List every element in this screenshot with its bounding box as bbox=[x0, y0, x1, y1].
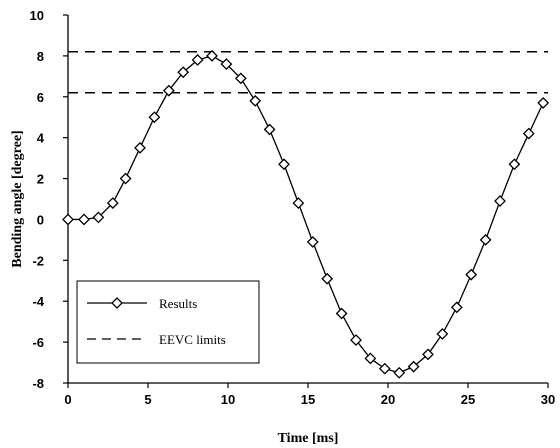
results-marker bbox=[177, 66, 190, 79]
legend-results-marker bbox=[111, 297, 123, 309]
results-marker bbox=[62, 213, 74, 226]
eevc-limit-lines bbox=[68, 51, 548, 94]
results-series bbox=[62, 49, 550, 379]
results-marker bbox=[479, 233, 492, 246]
y-tick-label: 6 bbox=[37, 90, 44, 105]
results-marker bbox=[450, 301, 463, 314]
y-tick-label: -6 bbox=[32, 335, 44, 350]
legend-eevc-label: EEVC limits bbox=[159, 332, 226, 347]
y-tick-label: 2 bbox=[37, 172, 44, 187]
results-marker bbox=[292, 197, 305, 210]
results-marker bbox=[119, 172, 132, 185]
results-marker bbox=[162, 84, 175, 97]
legend: Results EEVC limits bbox=[76, 280, 260, 364]
results-marker bbox=[263, 123, 276, 136]
results-marker bbox=[78, 213, 90, 226]
results-marker bbox=[436, 328, 449, 340]
results-marker bbox=[234, 72, 247, 85]
results-marker bbox=[92, 211, 105, 224]
y-axis-label: Bending angle [degree] bbox=[10, 130, 25, 267]
results-marker bbox=[522, 127, 535, 140]
results-marker bbox=[306, 236, 319, 248]
results-marker bbox=[220, 58, 233, 70]
results-marker bbox=[537, 96, 550, 109]
results-marker bbox=[393, 366, 406, 379]
results-marker bbox=[407, 360, 420, 373]
x-axis-label: Time [ms] bbox=[278, 431, 339, 446]
results-marker bbox=[422, 348, 434, 361]
results-marker bbox=[321, 272, 334, 285]
y-tick-label: 4 bbox=[37, 131, 45, 146]
x-tick-label: 25 bbox=[461, 392, 475, 407]
y-tick-label: 8 bbox=[37, 49, 44, 64]
results-marker bbox=[364, 352, 377, 365]
results-marker bbox=[508, 158, 521, 171]
results-marker bbox=[206, 49, 218, 62]
y-tick-label: -8 bbox=[32, 376, 44, 391]
results-marker bbox=[134, 141, 146, 154]
results-marker bbox=[249, 94, 262, 107]
x-tick-label: 20 bbox=[381, 392, 395, 407]
x-tick-label: 0 bbox=[64, 392, 71, 407]
results-marker bbox=[378, 362, 391, 375]
y-tick-label: 10 bbox=[30, 8, 44, 23]
y-tick-label: -4 bbox=[32, 294, 44, 309]
y-tick-label: 0 bbox=[37, 212, 44, 227]
y-tick-label: -2 bbox=[32, 253, 44, 268]
x-tick-label: 5 bbox=[144, 392, 151, 407]
results-marker bbox=[278, 158, 290, 171]
x-tick-label: 15 bbox=[301, 392, 315, 407]
results-line bbox=[68, 55, 544, 374]
results-marker bbox=[335, 307, 348, 320]
x-tick-label: 30 bbox=[541, 392, 555, 407]
ticks: 0 5 10 15 20 25 30 -8 -6 -4 -2 0 2 4 6 8 10 bbox=[30, 8, 556, 407]
results-marker bbox=[350, 334, 362, 346]
results-marker bbox=[465, 268, 478, 281]
legend-box bbox=[76, 280, 260, 364]
results-marker bbox=[191, 54, 204, 66]
x-tick-label: 10 bbox=[221, 392, 235, 407]
results-marker bbox=[494, 195, 506, 207]
results-marker bbox=[106, 197, 119, 210]
results-marker bbox=[148, 111, 161, 124]
legend-results-label: Results bbox=[159, 296, 197, 311]
